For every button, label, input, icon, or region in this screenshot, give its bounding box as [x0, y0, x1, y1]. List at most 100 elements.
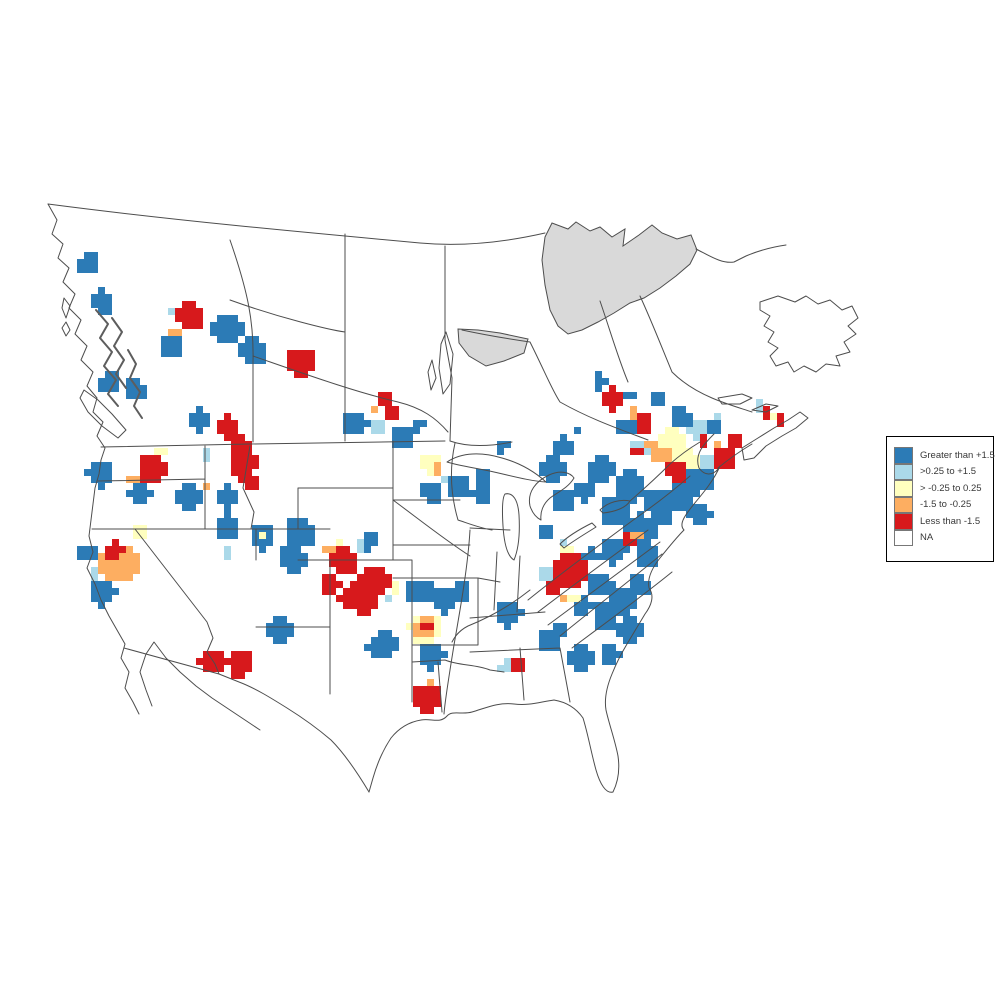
map-cell-lo — [343, 567, 350, 574]
map-cell-hi — [462, 595, 469, 602]
map-cell-up — [378, 420, 385, 427]
map-cell-lo — [105, 553, 112, 560]
map-cell-hi — [609, 469, 616, 476]
map-cell-mid — [154, 448, 161, 455]
map-cell-lo — [105, 546, 112, 553]
map-cell-lo — [644, 427, 651, 434]
map-cell-hi — [595, 462, 602, 469]
lake-michigan — [501, 493, 520, 561]
legend-swatch-neutral — [894, 480, 913, 497]
anticosti-island — [717, 393, 753, 405]
map-cell-hi — [462, 588, 469, 595]
map-cell-hi — [224, 532, 231, 539]
map-cell-mid — [686, 455, 693, 462]
map-cell-hi — [238, 343, 245, 350]
na-region-manitoba — [457, 328, 529, 367]
map-cell-hi — [595, 574, 602, 581]
map-cell-dn — [98, 553, 105, 560]
map-cell-dn — [119, 574, 126, 581]
map-cell-hi — [245, 357, 252, 364]
map-cell-hi — [350, 427, 357, 434]
map-cell-lo — [203, 651, 210, 658]
map-cell-hi — [420, 644, 427, 651]
map-cell-hi — [189, 413, 196, 420]
map-cell-lo — [427, 693, 434, 700]
map-cell-hi — [595, 371, 602, 378]
map-cell-lo — [161, 469, 168, 476]
map-cell-hi — [252, 350, 259, 357]
map-cell-hi — [679, 504, 686, 511]
map-cell-hi — [637, 560, 644, 567]
map-cell-hi — [644, 518, 651, 525]
map-cell-lo — [182, 308, 189, 315]
map-cell-lo — [385, 406, 392, 413]
map-cell-lo — [287, 350, 294, 357]
map-cell-up — [707, 462, 714, 469]
map-cell-lo — [609, 406, 616, 413]
map-cell-hi — [273, 637, 280, 644]
map-cell-hi — [567, 658, 574, 665]
map-cell-hi — [273, 616, 280, 623]
map-cell-hi — [651, 392, 658, 399]
map-cell-lo — [728, 462, 735, 469]
map-cell-hi — [693, 469, 700, 476]
map-cell-hi — [581, 651, 588, 658]
map-cell-lo — [231, 420, 238, 427]
map-cell-hi — [616, 595, 623, 602]
map-cell-hi — [679, 413, 686, 420]
bc-fjords-texture — [95, 309, 143, 419]
map-cell-lo — [182, 322, 189, 329]
map-cell-mid — [574, 595, 581, 602]
map-cell-hi — [497, 441, 504, 448]
map-cell-hi — [91, 266, 98, 273]
mississippi-river — [443, 529, 471, 715]
map-cell-dn — [126, 560, 133, 567]
map-cell-dn — [203, 483, 210, 490]
map-cell-lo — [238, 448, 245, 455]
map-cell-hi — [574, 427, 581, 434]
map-cell-lo — [224, 413, 231, 420]
map-cell-hi — [98, 581, 105, 588]
map-cell-dn — [112, 560, 119, 567]
map-cell-hi — [413, 588, 420, 595]
map-cell-lo — [329, 553, 336, 560]
map-cell-hi — [679, 406, 686, 413]
map-cell-lo — [238, 658, 245, 665]
map-cell-lo — [301, 350, 308, 357]
map-cell-dn — [119, 553, 126, 560]
map-cell-hi — [616, 630, 623, 637]
map-cell-lo — [385, 399, 392, 406]
map-cell-hi — [140, 392, 147, 399]
map-cell-up — [693, 434, 700, 441]
map-cell-hi — [161, 350, 168, 357]
map-cell-mid — [693, 462, 700, 469]
map-cell-hi — [133, 392, 140, 399]
map-cell-hi — [658, 504, 665, 511]
map-cell-lo — [364, 581, 371, 588]
map-cell-hi — [427, 644, 434, 651]
map-cell-hi — [679, 420, 686, 427]
map-cell-lo — [665, 469, 672, 476]
map-cell-hi — [224, 336, 231, 343]
map-cell-hi — [392, 441, 399, 448]
map-cell-hi — [203, 420, 210, 427]
map-cell-hi — [602, 504, 609, 511]
legend-swatch-minus1.5-to-minus0.25 — [894, 496, 913, 513]
map-cell-hi — [574, 658, 581, 665]
map-cell-lo — [329, 588, 336, 595]
map-cell-hi — [693, 518, 700, 525]
map-cell-hi — [665, 497, 672, 504]
map-cell-lo — [616, 392, 623, 399]
map-cell-lo — [238, 462, 245, 469]
map-cell-mid — [420, 455, 427, 462]
map-cell-hi — [189, 497, 196, 504]
map-cell-hi — [616, 483, 623, 490]
canada-north-border — [47, 203, 546, 245]
map-cell-hi — [553, 497, 560, 504]
map-cell-hi — [168, 350, 175, 357]
map-cell-hi — [665, 511, 672, 518]
map-cell-hi — [651, 525, 658, 532]
map-cell-hi — [609, 462, 616, 469]
map-cell-lo — [336, 595, 343, 602]
map-cell-hi — [602, 539, 609, 546]
